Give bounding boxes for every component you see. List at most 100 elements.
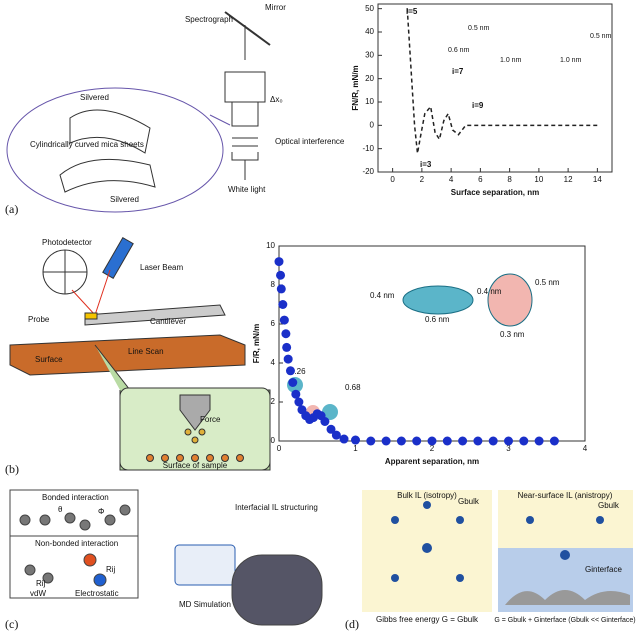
label: Force	[200, 415, 221, 424]
label: Surface of sample	[163, 461, 228, 470]
label: Bonded interaction	[42, 493, 109, 502]
x-tick-label: 4	[583, 444, 588, 453]
y-tick-label: 20	[365, 74, 374, 83]
data-point	[285, 366, 295, 376]
label: Non-bonded interaction	[35, 539, 118, 548]
label: Surface	[35, 355, 63, 364]
annotation: 0.5 nm	[590, 33, 612, 40]
label: Gibbs free energy G = Gbulk	[376, 615, 479, 624]
label: Line Scan	[128, 347, 164, 356]
data-point	[519, 436, 529, 446]
x-tick-label: 0	[390, 175, 395, 184]
label: Probe	[28, 315, 50, 324]
sfa-schematic	[6, 11, 271, 213]
data-point	[291, 389, 301, 399]
data-point	[504, 436, 513, 446]
panel-label: (b)	[5, 462, 19, 476]
data-point	[473, 436, 483, 446]
data-point	[276, 270, 286, 280]
annotation: 0.6 nm	[448, 47, 470, 54]
label: Rij	[106, 565, 116, 574]
data-point	[534, 436, 544, 446]
y-tick-label: 2	[271, 397, 276, 406]
label: G = Gbulk + Ginterface (Gbulk << Ginterf…	[494, 617, 635, 624]
x-axis-title: Surface separation, nm	[451, 188, 539, 197]
annotation: 0.68	[345, 383, 361, 392]
label: Near-surface IL (anistropy)	[518, 491, 613, 500]
label: Silvered	[80, 93, 109, 102]
label: Silvered	[110, 195, 139, 204]
data-point	[326, 424, 336, 434]
annotation: 1.0 nm	[500, 57, 522, 64]
data-point	[549, 436, 559, 446]
label: MD Simulation	[179, 600, 231, 609]
data-point	[320, 417, 330, 426]
y-tick-label: 10	[365, 97, 374, 106]
y-tick-label: 0	[271, 436, 276, 445]
y-tick-label: 4	[271, 358, 276, 367]
label: Cylindrically curved mica sheets	[30, 140, 144, 149]
label: Rij	[36, 579, 46, 588]
label: Interfacial IL structuring	[235, 503, 318, 512]
md-schematic	[9, 489, 323, 626]
annotation: 0.4 nm	[370, 291, 395, 300]
annotation: 0.26	[290, 367, 306, 376]
data-point	[283, 354, 293, 364]
label: Ginterface	[585, 565, 622, 574]
data-point	[279, 315, 289, 325]
label: Bulk IL (isotropy)	[397, 491, 457, 500]
x-tick-label: 3	[506, 444, 511, 453]
data-point	[396, 436, 406, 446]
y-tick-label: 10	[266, 241, 275, 250]
x-tick-label: 2	[420, 175, 425, 184]
x-tick-label: 0	[277, 444, 282, 453]
x-tick-label: 8	[507, 175, 512, 184]
annotation: i=5	[406, 7, 418, 16]
label: Optical interference	[275, 137, 345, 146]
data-point	[288, 378, 298, 387]
data-point	[442, 436, 452, 446]
data-line	[406, 8, 598, 154]
x-axis-title: Apparent separation, nm	[385, 457, 479, 466]
annotation: 0.6 nm	[425, 315, 450, 324]
panel-label: (a)	[5, 202, 18, 216]
label: Gbulk	[458, 497, 480, 506]
x-tick-label: 4	[449, 175, 454, 184]
y-tick-label: 0	[370, 120, 375, 129]
label: Mirror	[265, 3, 286, 12]
molecule-icons	[287, 273, 533, 420]
panel-label: (c)	[5, 617, 18, 631]
data-point	[278, 300, 288, 309]
data-point	[331, 430, 341, 440]
label: Photodetector	[42, 238, 92, 247]
annotation: 1.0 nm	[560, 57, 582, 64]
x-tick-label: 10	[534, 175, 543, 184]
annotation: i=7	[452, 67, 464, 76]
annotation: i=3	[420, 160, 432, 169]
data-point	[488, 436, 498, 446]
data-point	[412, 436, 422, 446]
y-axis-title: F/R, mN/m	[252, 324, 261, 364]
y-tick-label: -20	[362, 167, 374, 176]
label: Laser Beam	[140, 263, 183, 272]
x-tick-label: 6	[478, 175, 483, 184]
data-point	[276, 284, 286, 294]
x-tick-label: 2	[430, 444, 435, 453]
data-point	[366, 436, 376, 446]
label: White light	[228, 185, 266, 194]
annotation: 0.5 nm	[535, 278, 560, 287]
y-tick-label: 6	[271, 319, 276, 328]
label: Gbulk	[598, 501, 620, 510]
data-point	[427, 436, 437, 446]
data-point	[381, 436, 391, 446]
annotation: 0.5 nm	[468, 25, 490, 32]
x-tick-label: 1	[353, 444, 358, 453]
label: Φ	[98, 507, 104, 516]
y-tick-label: 50	[365, 4, 374, 13]
gibbs-schematic	[362, 490, 633, 612]
plot-frame	[377, 3, 613, 173]
data-point	[282, 342, 292, 352]
x-tick-label: 14	[593, 175, 602, 184]
panel-label: (d)	[345, 617, 359, 631]
